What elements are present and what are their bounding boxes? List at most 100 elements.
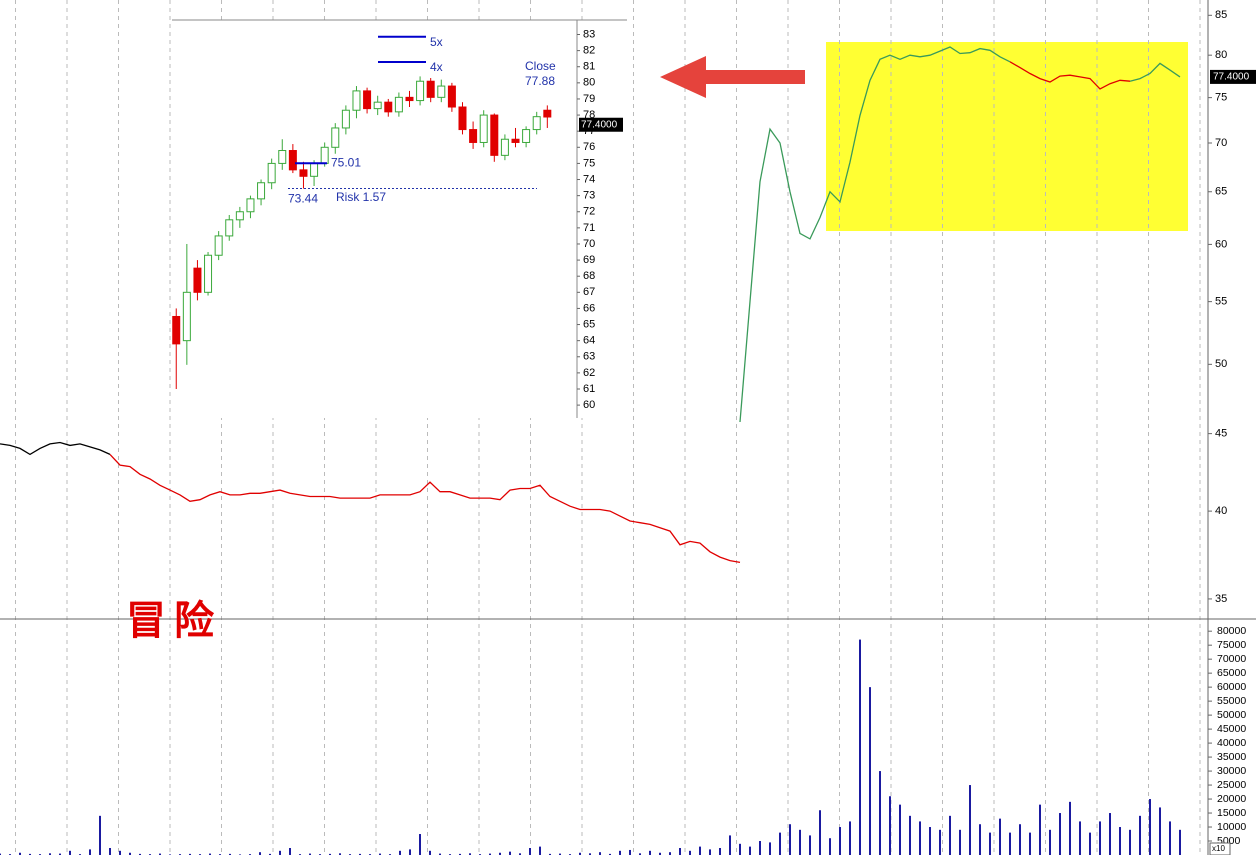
volume-bar: [1019, 824, 1021, 855]
volume-bar: [829, 838, 831, 855]
volume-bar: [1129, 829, 1131, 855]
candle-body: [479, 114, 488, 143]
volume-bar: [759, 841, 761, 855]
volume-bar: [869, 687, 871, 855]
watermark: 冒险: [126, 597, 222, 644]
y-tick-label: 66: [583, 302, 595, 314]
y-tick-label: 61: [583, 383, 595, 395]
inset-chart: 6061626364656667686970717273747576777879…: [172, 19, 627, 418]
volume-bar: [459, 853, 461, 855]
y-tick-label: 60000: [1217, 681, 1246, 693]
volume-bar: [1059, 813, 1061, 855]
y-tick-label: 73: [583, 190, 595, 202]
candle-body: [204, 254, 213, 293]
y-tick-label: 30000: [1217, 765, 1246, 777]
volume-bar: [89, 849, 91, 855]
volume-bar: [409, 849, 411, 855]
volume-bar: [609, 853, 611, 855]
volume-bar: [0, 853, 1, 855]
candle-body: [458, 106, 467, 131]
price-line: [1009, 61, 1131, 90]
y-tick-label: 70: [1215, 137, 1227, 149]
volume-bar: [729, 835, 731, 855]
volume-bar: [789, 824, 791, 855]
y-tick-label: 45: [1215, 428, 1227, 440]
y-tick-label: 70000: [1217, 653, 1246, 665]
candle-body: [500, 138, 509, 156]
volume-bar: [19, 852, 21, 855]
candle-body: [172, 315, 181, 345]
volume-bar: [1159, 807, 1161, 855]
volume-bar: [579, 852, 581, 855]
volume-panel: 5000100001500020000250003000035000400004…: [0, 625, 1246, 855]
y-tick-label: 55000: [1217, 695, 1246, 707]
volume-bar: [549, 853, 551, 855]
y-tick-label: 80: [1215, 49, 1227, 61]
volume-bar: [519, 853, 521, 855]
volume-bar: [279, 850, 281, 855]
volume-bar: [209, 853, 211, 855]
price-line: [739, 46, 1011, 423]
volume-bar: [259, 852, 261, 855]
y-tick-label: 62: [583, 367, 595, 379]
volume-bar: [69, 850, 71, 855]
volume-bar: [849, 821, 851, 855]
y-tick-label: 64: [583, 335, 595, 347]
volume-bar: [959, 829, 961, 855]
volume-bar: [1049, 829, 1051, 855]
volume-bar: [1079, 821, 1081, 855]
volume-bar: [909, 815, 911, 855]
y-tick-label: 75000: [1217, 639, 1246, 651]
volume-bar: [739, 843, 741, 855]
grid: [15, 0, 1201, 855]
volume-bar: [49, 853, 51, 855]
volume-bar: [1139, 815, 1141, 855]
volume-bar: [689, 850, 691, 855]
price-line: [109, 453, 741, 564]
volume-bar: [229, 853, 231, 855]
volume-bar: [999, 818, 1001, 855]
y-tick-label: 69: [583, 254, 595, 266]
volume-bar: [439, 853, 441, 855]
y-tick-label: 83: [583, 28, 595, 40]
candle-body: [373, 101, 382, 110]
volume-bar: [1119, 827, 1121, 855]
close-value: 77.88: [525, 74, 555, 88]
price-label: 77.4000: [581, 119, 618, 130]
y-tick-label: 55: [1215, 296, 1227, 308]
candle-body: [469, 129, 478, 143]
volume-bar: [709, 849, 711, 855]
candle-body: [405, 96, 414, 102]
price-label-box: [579, 117, 623, 132]
y-tick-label: 72: [583, 206, 595, 218]
y-tick-label: 60: [583, 399, 595, 411]
candle-body: [352, 90, 361, 111]
volume-bar: [269, 853, 271, 855]
level-label: 73.44: [288, 192, 318, 206]
candle-body: [532, 116, 541, 131]
y-tick-label: 85: [1215, 9, 1227, 21]
volume-bar: [699, 846, 701, 855]
level-label: 5x: [430, 35, 443, 49]
volume-bar: [819, 810, 821, 855]
volume-bar: [289, 848, 291, 855]
y-tick-label: 71: [583, 222, 595, 234]
volume-bar: [1029, 832, 1031, 855]
volume-bar: [629, 849, 631, 855]
volume-bar: [919, 821, 921, 855]
y-tick-label: 60: [1215, 238, 1227, 250]
volume-bar: [379, 853, 381, 855]
y-tick-label: 68: [583, 270, 595, 282]
volume-bar: [359, 853, 361, 855]
volume-bar: [189, 853, 191, 855]
candle-body: [288, 150, 297, 171]
volume-bar: [929, 827, 931, 855]
y-tick-label: 75: [583, 157, 595, 169]
volume-bar: [1149, 799, 1151, 855]
y-tick-label: 35000: [1217, 751, 1246, 763]
volume-bar: [899, 804, 901, 855]
price-line: [0, 441, 111, 456]
candle-body: [384, 101, 393, 113]
volume-bar: [809, 835, 811, 855]
